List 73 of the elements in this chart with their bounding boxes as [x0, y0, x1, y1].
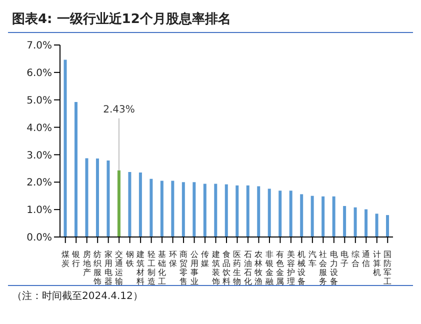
bar — [74, 102, 78, 237]
bar — [343, 206, 346, 237]
x-tick-label: 美容护理 — [286, 250, 295, 286]
x-tick-label: 国防军工 — [384, 250, 392, 286]
bar — [160, 180, 164, 237]
bar — [128, 172, 132, 237]
x-tick-label: 环保 — [168, 250, 177, 268]
bar — [150, 178, 153, 237]
x-tick-label: 石油石化 — [244, 250, 252, 286]
bar — [332, 196, 336, 237]
x-tick-label: 农林牧渔 — [254, 250, 263, 286]
text: （注：时间截至2024.4.12） — [12, 291, 143, 302]
x-tick-label: 房地产 — [82, 250, 91, 277]
y-tick-label: 4.0% — [26, 122, 52, 134]
bar — [364, 209, 368, 237]
x-tick-label: 交通运输 — [115, 250, 124, 286]
bar — [192, 182, 196, 237]
bar — [171, 180, 174, 237]
data-label: 2.43% — [103, 104, 135, 116]
x-tick-label: 公用事业 — [190, 250, 198, 286]
x-tick-label: 综合 — [351, 250, 360, 268]
bar — [354, 207, 357, 237]
x-tick-label: 纺织服饰 — [92, 250, 102, 286]
x-tick-label: 食品饮料 — [222, 250, 230, 286]
x-tick-label: 机械设备 — [298, 250, 306, 286]
bar — [64, 60, 67, 237]
bar — [257, 186, 260, 237]
bar — [268, 188, 271, 237]
x-tick-label: 非银金融 — [264, 250, 274, 286]
bar — [386, 215, 390, 237]
y-tick-label: 6.0% — [26, 68, 52, 79]
x-tick-label: 建筑材料 — [136, 250, 145, 286]
bar — [278, 190, 282, 237]
bar — [182, 182, 185, 237]
bar — [224, 184, 228, 237]
x-tick-label: 计算机 — [372, 250, 381, 277]
bar — [96, 158, 99, 237]
x-tick-label: 汽车 — [308, 250, 316, 268]
y-tick-label: 2.0% — [26, 178, 52, 189]
x-tick-label: 轻工制造 — [147, 250, 156, 286]
y-tick-label: 5.0% — [26, 95, 52, 106]
x-tick-label: 商贸零售 — [180, 250, 188, 286]
x-tick-label: 建筑装饰 — [210, 250, 220, 286]
x-tick-label: 有色金属 — [276, 250, 284, 286]
x-tick-label: 医药生物 — [233, 250, 242, 286]
bar — [322, 196, 325, 237]
bar — [310, 196, 314, 237]
bar — [85, 158, 88, 237]
y-tick-label: 0.0% — [26, 232, 52, 244]
x-tick-label: 钢铁 — [124, 250, 134, 268]
bar — [300, 194, 304, 237]
x-tick-label: 煤炭 — [61, 250, 70, 268]
bar — [117, 170, 120, 237]
y-tick-label: 3.0% — [26, 150, 52, 162]
bar — [203, 184, 206, 237]
x-tick-label: 电力设备 — [330, 250, 338, 286]
x-tick-label: 通信 — [362, 250, 370, 268]
bar — [236, 185, 239, 237]
y-tick-label: 1.0% — [26, 205, 52, 216]
y-tick-label: 7.0% — [26, 40, 52, 52]
x-tick-label: 家用电器 — [104, 250, 112, 286]
bar — [106, 160, 110, 237]
bar — [138, 172, 142, 237]
x-tick-label: 银行 — [71, 250, 80, 268]
x-tick-label: 基础化工 — [157, 250, 166, 286]
bar — [214, 184, 218, 237]
x-tick-label: 社会服务 — [319, 250, 328, 286]
bar — [246, 185, 250, 237]
bar — [289, 190, 292, 237]
chart-title: 图表4: 一级行业近12个月股息率排名 — [8, 8, 413, 33]
x-tick-label: 电子 — [340, 250, 349, 268]
bar — [375, 214, 378, 237]
x-tick-label: 传媒 — [201, 250, 210, 268]
